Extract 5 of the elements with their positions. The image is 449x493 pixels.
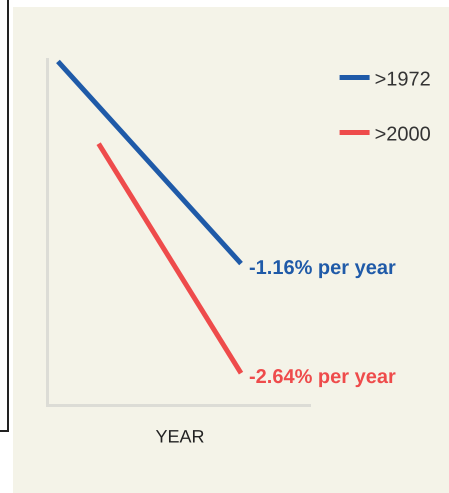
annotation: -1.16% per year <box>249 257 396 279</box>
x-axis-title: YEAR <box>155 426 205 446</box>
legend-label: >2000 <box>374 123 431 146</box>
legend-label: >1972 <box>374 68 431 90</box>
annotation: -2.64% per year <box>249 366 396 388</box>
